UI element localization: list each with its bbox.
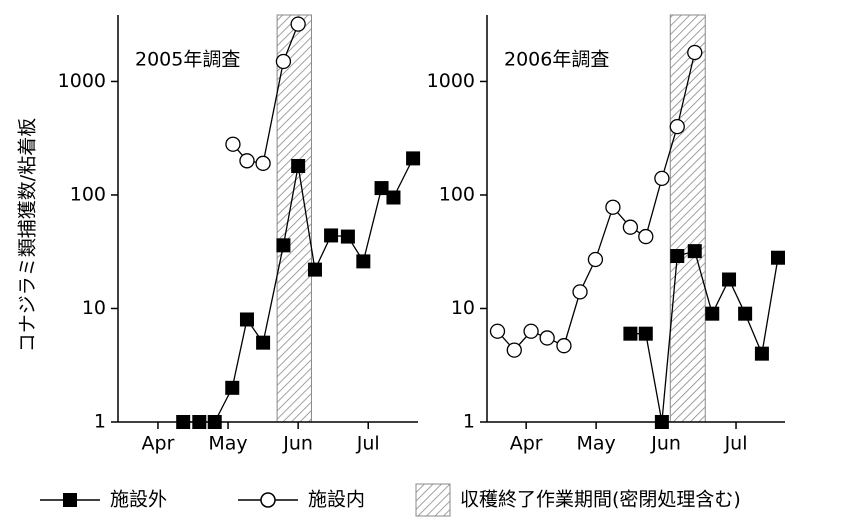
point-circle <box>290 16 306 32</box>
series-line <box>497 52 696 352</box>
point-circle <box>255 155 271 171</box>
point-square <box>687 244 702 259</box>
legend-label: 収穫終了作業期間(密閉処理含む) <box>460 489 741 511</box>
x-tick-label: Jun <box>282 433 313 455</box>
legend: 施設外 施設内 収穫終了作業期間(密閉処理含む) <box>40 483 741 517</box>
point-square <box>307 262 322 277</box>
legend-shade <box>415 483 451 517</box>
point-circle <box>622 219 639 235</box>
y-tick-label: 1 <box>463 411 475 433</box>
y-tick-label: 1000 <box>427 70 475 92</box>
legend-marker <box>260 492 276 508</box>
point-square <box>722 272 737 287</box>
point-circle <box>489 323 506 339</box>
point-circle <box>654 170 670 187</box>
y-tick-label: 100 <box>439 183 475 205</box>
shade-band <box>669 14 706 423</box>
point-square <box>176 415 191 429</box>
y-tick-label: 10 <box>451 297 475 319</box>
x-tick-label: Jun <box>650 433 681 455</box>
point-circle <box>239 153 255 169</box>
point-circle <box>506 342 522 358</box>
point-circle <box>638 228 654 245</box>
legend-label: 施設内 <box>308 489 365 511</box>
x-tick-label: May <box>576 433 615 455</box>
y-tick-label: 1 <box>94 411 106 433</box>
point-circle <box>605 199 621 215</box>
point-square <box>738 306 753 321</box>
x-tick-label: Jul <box>356 433 380 455</box>
x-tick-label: May <box>208 433 247 455</box>
point-square <box>670 248 685 263</box>
point-circle <box>275 53 292 70</box>
point-circle <box>523 323 539 339</box>
panel-title: 2005年調査 <box>135 49 240 71</box>
y-tick-label: 10 <box>82 297 106 319</box>
y-tick-label: 100 <box>70 183 106 205</box>
series-line <box>630 250 779 423</box>
point-square <box>386 190 401 205</box>
point-square <box>291 158 306 173</box>
point-square <box>225 380 240 395</box>
point-square <box>207 415 222 429</box>
point-square <box>638 326 653 341</box>
point-circle <box>556 338 572 354</box>
point-circle <box>669 118 685 135</box>
point-square <box>623 326 638 341</box>
point-circle <box>225 136 241 152</box>
y-axis-label: コナジラミ類捕獲数/粘着板 <box>17 118 39 352</box>
point-square <box>256 335 271 350</box>
shade-band <box>276 14 312 423</box>
point-circle <box>539 330 555 346</box>
x-tick-label: Jul <box>724 433 748 455</box>
x-tick-label: Apr <box>142 433 175 455</box>
point-circle <box>587 251 604 268</box>
point-square <box>406 151 421 166</box>
point-square <box>276 238 291 253</box>
x-tick-label: Apr <box>510 433 543 455</box>
point-square <box>340 229 355 244</box>
point-circle <box>687 44 703 61</box>
panel-title: 2006年調査 <box>504 49 609 71</box>
point-circle <box>572 284 588 300</box>
point-square <box>324 228 339 243</box>
point-square <box>754 346 769 361</box>
point-square <box>192 415 207 429</box>
legend-label: 施設外 <box>110 489 167 511</box>
point-square <box>771 250 786 265</box>
y-tick-label: 1000 <box>58 70 106 92</box>
point-square <box>356 254 371 269</box>
point-square <box>239 312 254 327</box>
legend-marker <box>63 493 77 507</box>
point-square <box>705 306 720 321</box>
point-square <box>654 415 669 429</box>
point-square <box>374 181 389 196</box>
